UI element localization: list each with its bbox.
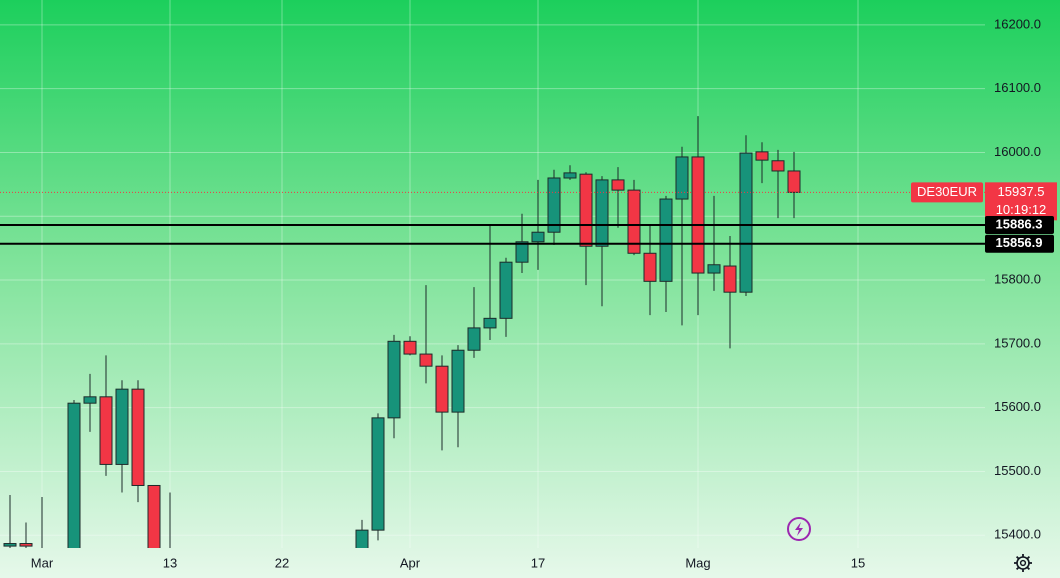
candle-body <box>67 402 81 548</box>
x-tick-label: 17 <box>531 555 545 570</box>
symbol-label-box <box>911 182 983 203</box>
candle-body <box>131 388 145 486</box>
candle-body <box>675 156 689 200</box>
axes: 15400.015500.015600.015700.015800.015900… <box>31 16 1057 570</box>
x-tick-label: Mag <box>685 555 710 570</box>
candle-body <box>451 349 465 413</box>
y-tick-label: 15400.0 <box>994 527 1041 542</box>
candle-body <box>723 265 737 293</box>
candle-body <box>595 179 609 247</box>
candle-body <box>771 160 785 172</box>
candle-body <box>499 261 513 319</box>
candle-body <box>739 152 753 293</box>
settings-icon[interactable] <box>1014 554 1032 572</box>
plot-area <box>0 116 985 548</box>
candle-body <box>515 241 529 263</box>
countdown-label: 10:19:12 <box>996 202 1047 217</box>
candle-body <box>19 543 33 547</box>
x-tick-label: 13 <box>163 555 177 570</box>
x-tick-label: Mar <box>31 555 54 570</box>
icon-bolt <box>795 522 803 536</box>
candle-body <box>579 173 593 247</box>
last-price-label: 15937.5 <box>998 184 1045 199</box>
candle-body <box>659 198 673 282</box>
symbol-label: DE30EUR <box>917 184 977 199</box>
y-tick-label: 15800.0 <box>994 271 1041 286</box>
price-line-box <box>985 234 1054 253</box>
candle-body <box>483 317 497 329</box>
y-tick-label: 16000.0 <box>994 144 1041 159</box>
y-tick-label: 16200.0 <box>994 16 1041 31</box>
candle-body <box>147 484 161 548</box>
candle-body <box>403 340 417 355</box>
candle-body <box>355 529 369 548</box>
candle-body <box>387 340 401 419</box>
candle-body <box>83 396 97 404</box>
price-line-label: 15856.9 <box>996 235 1043 250</box>
candle-body <box>531 231 545 243</box>
lightning-icon[interactable] <box>787 517 811 541</box>
candle-body <box>627 189 641 254</box>
candle-body <box>563 172 577 179</box>
candle-body <box>707 264 721 274</box>
candle-body <box>99 396 113 465</box>
price-line-label: 15886.3 <box>996 216 1043 231</box>
candle-body <box>547 177 561 233</box>
x-tick-label: Apr <box>400 555 421 570</box>
icon-circle <box>787 517 811 541</box>
price-line-box <box>985 216 1054 235</box>
y-tick-label: 15700.0 <box>994 335 1041 350</box>
last-price-box <box>985 182 1057 221</box>
x-tick-label: 15 <box>851 555 865 570</box>
candle-body <box>419 353 433 367</box>
y-tick-label: 15600.0 <box>994 399 1041 414</box>
candle-body <box>3 543 17 547</box>
candle-body <box>755 151 769 161</box>
candle-body <box>435 365 449 413</box>
gear-hub <box>1019 559 1027 567</box>
candle-body <box>467 327 481 351</box>
y-tick-label: 15500.0 <box>994 463 1041 478</box>
candle-body <box>787 170 801 193</box>
candle-body <box>611 179 625 191</box>
candle-body <box>115 388 129 465</box>
candle-body <box>371 417 385 531</box>
y-tick-label: 16100.0 <box>994 80 1041 95</box>
candle-body <box>643 252 657 282</box>
candle-body <box>691 156 705 274</box>
x-tick-label: 22 <box>275 555 289 570</box>
gear-teeth <box>1014 554 1032 572</box>
